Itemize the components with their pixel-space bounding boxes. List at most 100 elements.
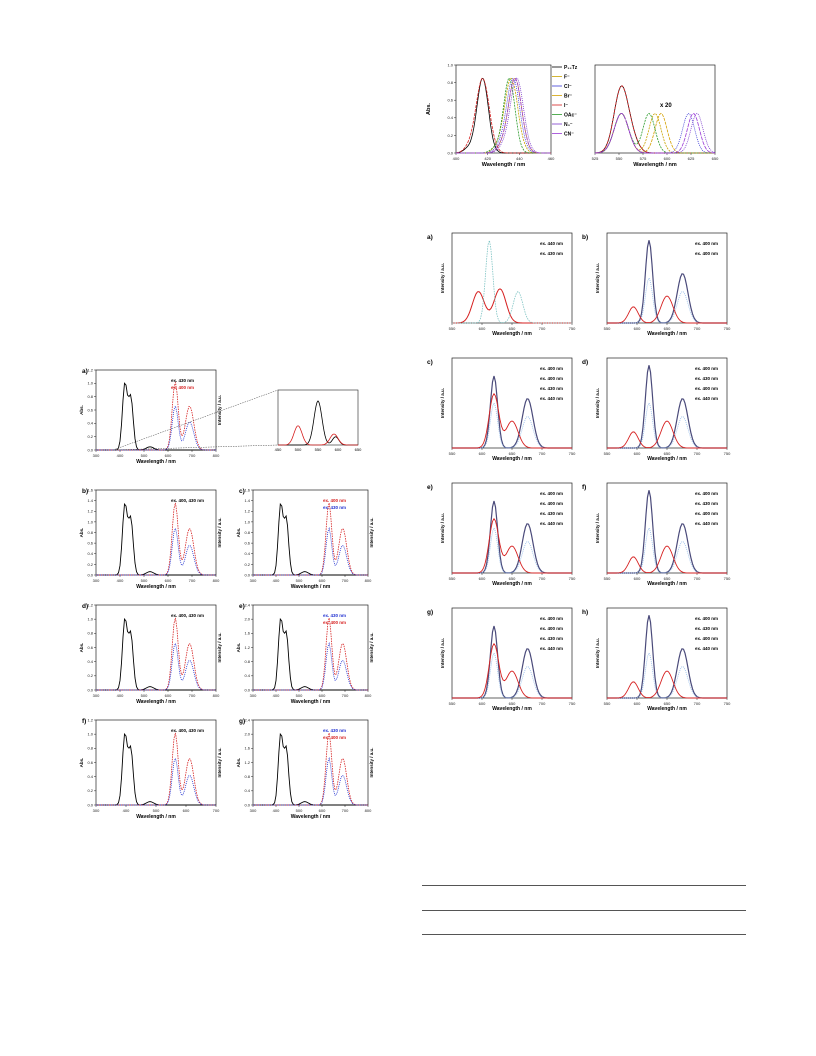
left-annotation: ex. 400 nm [323,498,346,503]
right-ylabel: Intensity / a.u. [595,638,600,668]
left-panel-d-ytick-label: 0.0 [87,687,93,692]
left-annotation: ex. 400, 430 nm [171,728,204,733]
top-right-plot-xtick-label: 650 [712,156,719,161]
right-ylabel: Intensity / a.u. [595,388,600,418]
left-panel-d-ytick-label: 0.2 [87,673,93,678]
left-panel-g-xtick-label: 600 [319,808,326,813]
left-inset-xtick-label: 650 [355,447,362,452]
left-right-ylabel: Intensity / a.u. [369,632,374,662]
top-legend-label: N₃⁻ [564,122,573,128]
left-panel-b-ytick-label: 1.6 [87,487,93,492]
left-panel-e-ytick-label: 0.0 [244,687,250,692]
left-panel-f-ytick-label: 1.2 [87,717,93,722]
top-legend-label: Cl⁻ [564,84,572,90]
left-abs-curve [96,617,216,691]
right-panel-e-xtick-label: 700 [539,576,546,581]
left-panel-g-ytick-label: 2.0 [244,732,250,737]
left-panel-label: d) [82,603,88,610]
left-panel-f-xtick-label: 400 [123,808,130,813]
left-ylabel: Abs. [79,528,84,538]
left-abs-curve [253,617,368,691]
right-annotation: ex. 400 nm [695,366,718,371]
left-em-curve-red [253,732,368,806]
left-panel-e-ytick-label: 0.8 [244,659,250,664]
top-legend-label: Br⁻ [564,94,573,100]
right-annotation: ex. 440 nm [695,396,718,401]
right-annotation: ex. 440 nm [695,521,718,526]
right-blue-curve [607,526,727,574]
right-panel-a: 550 600 650 700 750 a) Intensity / a.u. Wavelen… [427,232,576,337]
right-panel-label: b) [582,234,588,241]
left-xlabel: Wavelength / nm [136,699,176,705]
left-panel-b-ytick-label: 1.2 [87,509,93,514]
left-panel-f-ytick-label: 0.4 [87,774,93,779]
left-panel-f-xtick-label: 300 [93,808,100,813]
right-ylabel: Intensity / a.u. [440,263,445,293]
left-panel-e-xtick-label: 800 [365,693,372,698]
right-panel-label: a) [427,234,433,241]
left-xlabel: Wavelength / nm [136,814,176,820]
top-left-curve-2 [456,77,551,154]
left-panel-b-ytick-label: 0.0 [87,572,93,577]
right-blue-curve [607,276,727,324]
right-annotation: ex. 430 nm [695,626,718,631]
left-panel-b-xtick-label: 500 [141,578,148,583]
left-panel-a-ytick-label: 1.0 [87,381,93,386]
right-panel-b-xtick-label: 550 [604,326,611,331]
left-panel-c-frame [252,489,369,576]
left-panel-b-ytick-label: 0.6 [87,541,93,546]
right-panel-g: 550 600 650 700 750 g) Intensity / a.u. Wavelen… [427,607,576,712]
right-xlabel: Wavelength / nm [492,706,532,712]
left-panel-c-ytick-label: 0.4 [244,551,250,556]
left-ylabel: Abs. [79,643,84,653]
left-panel-b-xtick-label: 700 [189,578,196,583]
right-annotation: ex. 430 nm [695,376,718,381]
left-annotation: ex. 400, 430 nm [171,613,204,618]
right-red-curve [607,295,727,324]
right-panel-a-xtick-label: 550 [449,326,456,331]
right-panel-a-frame [451,232,573,324]
right-annotation: ex. 430 nm [540,251,563,256]
top-left-plot-xtick-label: 420 [484,156,491,161]
top-legend-label: F⁻ [564,75,570,81]
right-blue-curve [607,651,727,699]
right-xlabel: Wavelength / nm [492,331,532,337]
right-red-curve [607,670,727,699]
right-annotation: ex. 400 nm [540,491,563,496]
right-annotation: ex. 400 nm [540,376,563,381]
right-cyan-curve [452,240,572,324]
right-annotation: ex. 440 nm [540,646,563,651]
left-panel-d-xtick-label: 600 [165,693,172,698]
right-panel-f-frame [606,482,728,574]
left-panel-c-ytick-label: 0.2 [244,562,250,567]
left-em-curve-blue [96,642,216,691]
left-panel-b-ytick-label: 1.0 [87,519,93,524]
left-panel-a-xtick-label: 400 [117,453,124,458]
right-panel-c-xtick-label: 550 [449,451,456,456]
left-panel-d-ytick-label: 0.8 [87,631,93,636]
left-panel-f: 300 400 500 600 700 0.0 0.2 0.4 0.6 0.8 1.0 1.2f) Ab… [79,717,222,820]
left-ylabel: Abs. [79,405,84,415]
right-annotation: ex. 440 nm [540,521,563,526]
top-right-plot-frame [594,64,716,154]
right-panel-h-xtick-label: 700 [694,701,701,706]
right-panel-label: c) [427,359,433,366]
left-ylabel: Abs. [79,758,84,768]
right-annotation: ex. 430 nm [540,511,563,516]
right-panel-f-xtick-label: 550 [604,576,611,581]
right-panel-d-frame [606,357,728,449]
left-panel-a-xtick-label: 800 [213,453,220,458]
top-left-plot-ytick-label: 0.4 [447,115,453,120]
right-annotation: ex. 400 nm [695,386,718,391]
right-annotation: ex. 430 nm [540,636,563,641]
right-ylabel: Intensity / a.u. [440,638,445,668]
left-panel-f-ytick-label: 0.8 [87,746,93,751]
right-panel-c-xtick-label: 600 [479,451,486,456]
right-panel-g-xtick-label: 650 [509,701,516,706]
right-blue-curve [452,651,572,699]
right-ylabel: Intensity / a.u. [595,263,600,293]
left-panel-f-xtick-label: 700 [213,808,220,813]
top-legend-label: CN⁻ [564,132,574,138]
left-panel-b-ytick-label: 0.8 [87,530,93,535]
right-panel-h-frame [606,607,728,699]
